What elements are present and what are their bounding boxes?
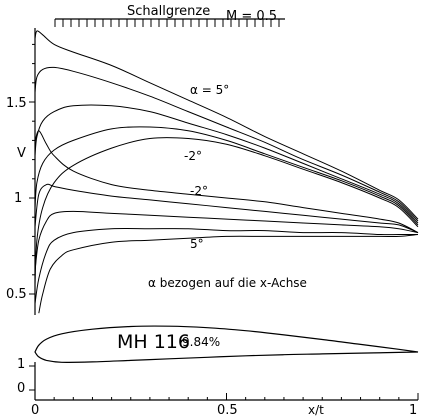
annotation-minus2-lower: -2° (190, 184, 208, 198)
sonic-limit-ticks (54, 19, 280, 27)
velocity-curve-7 (34, 183, 419, 234)
x-tick-label-0.5: 0.5 (217, 403, 238, 418)
annotation-alpha-reference: α bezogen auf die x-Achse (148, 276, 307, 290)
lower-tick-label-0: 0 (17, 381, 25, 396)
x-tick-label-0: 0 (31, 403, 39, 418)
velocity-curve-1 (34, 30, 419, 220)
y-tick-label-1: 1 (14, 191, 22, 206)
airfoil-profile (34, 325, 419, 363)
velocity-curve-10 (38, 234, 419, 314)
x-ticks (34, 393, 419, 400)
mach-label: M = 0.5 (226, 9, 277, 24)
velocity-curve-4 (34, 126, 419, 226)
airfoil-thickness: 9.84% (182, 335, 220, 349)
x-tick-label-1: 1 (409, 403, 417, 418)
y-tick-label-1.5: 1.5 (6, 96, 27, 111)
lower-tick-label-1: 1 (17, 357, 25, 372)
velocity-curve-5 (34, 137, 419, 285)
y-tick-label-0.5: 0.5 (6, 287, 27, 302)
velocity-curve-2 (34, 66, 419, 222)
velocity-curve-9 (34, 227, 418, 304)
velocity-curves (34, 30, 419, 314)
y-axis-label: V (17, 146, 26, 161)
annotation-5-lower: 5° (190, 237, 204, 251)
sonic-limit-label: Schallgrenze (127, 4, 210, 19)
velocity-curve-6 (34, 130, 419, 234)
annotation-minus2-upper: -2° (184, 149, 202, 163)
airfoil-name: MH 116 (117, 331, 190, 353)
x-axis-label: x/t (308, 403, 324, 417)
y-ticks (29, 43, 35, 391)
annotation-alpha-5: α = 5° (190, 83, 229, 97)
velocity-curve-8 (34, 210, 419, 272)
velocity-curve-3 (34, 104, 419, 224)
